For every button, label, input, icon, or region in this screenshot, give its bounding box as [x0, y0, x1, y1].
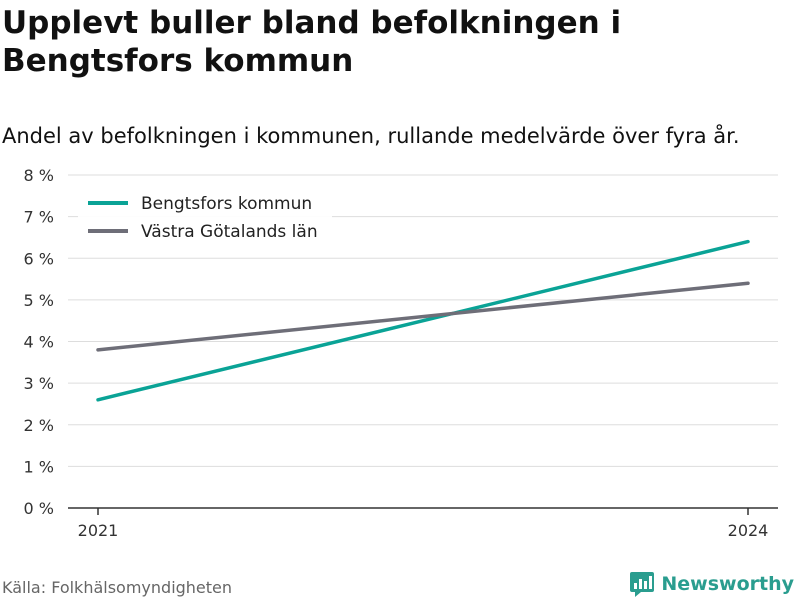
y-tick-label: 2 %: [24, 416, 54, 435]
chart-subtitle: Andel av befolkningen i kommunen, rullan…: [2, 124, 740, 148]
series-line: [96, 239, 750, 402]
source-label: Källa: Folkhälsomyndigheten: [2, 578, 233, 597]
x-tick-label: 2024: [728, 521, 769, 540]
line-chart: 0 % 1 % 2 % 3 % 4 % 5 % 6 % 7 % 8 % 2021 2024 Ben…: [24, 166, 778, 540]
y-tick-label: 0 %: [24, 499, 54, 518]
y-tick-label: 1 %: [24, 457, 54, 476]
series-lines: [96, 239, 750, 402]
y-tick-label: 4 %: [24, 333, 54, 352]
y-tick-label: 5 %: [24, 291, 54, 310]
chart-title: Upplevt buller bland befolkningen i Beng…: [2, 5, 622, 79]
legend-label: Bengtsfors kommun: [141, 194, 312, 214]
series-line: [96, 281, 750, 352]
x-axis-ticks: 2021 2024: [78, 508, 769, 540]
legend-background: [78, 188, 332, 246]
legend: Bengtsfors kommun Västra Götalands län: [78, 188, 332, 246]
y-tick-label: 7 %: [24, 208, 54, 227]
brand-name: Newsworthy: [661, 573, 794, 595]
legend-label: Västra Götalands län: [141, 222, 318, 242]
y-tick-label: 8 %: [24, 166, 54, 185]
newsworthy-logo-icon: [630, 572, 655, 597]
x-tick-label: 2021: [78, 521, 119, 540]
y-axis-ticks: 0 % 1 % 2 % 3 % 4 % 5 % 6 % 7 % 8 %: [24, 166, 54, 518]
brand-logo: Newsworthy: [629, 569, 794, 599]
y-tick-label: 3 %: [24, 374, 54, 393]
y-tick-label: 6 %: [24, 249, 54, 268]
